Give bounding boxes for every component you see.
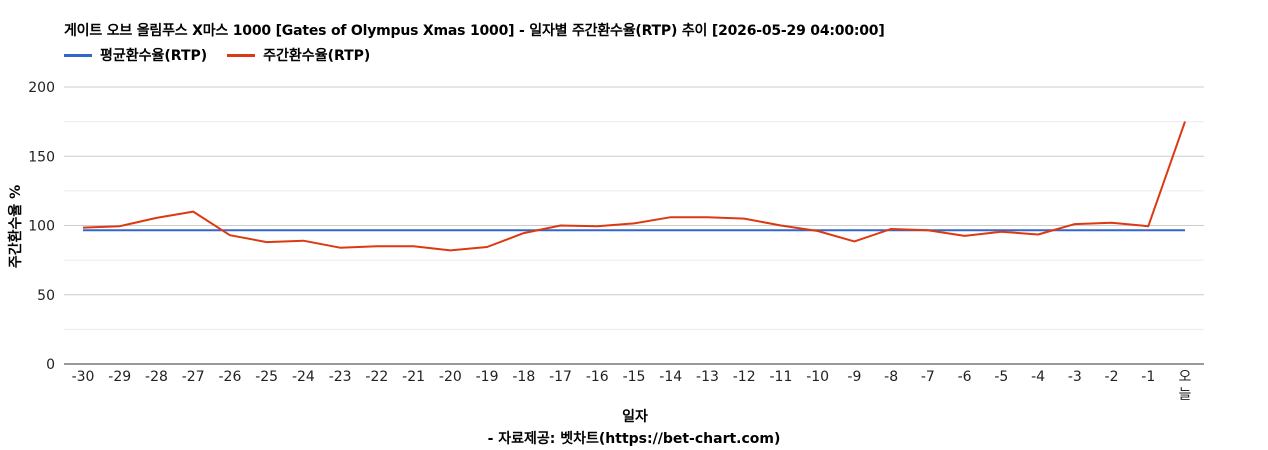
x-tick-label: -4 xyxy=(1031,369,1045,385)
x-tick-label: -13 xyxy=(696,369,719,385)
chart-title: 게이트 오브 올림푸스 X마스 1000 [Gates of Olympus X… xyxy=(64,23,885,39)
y-tick-label: 100 xyxy=(28,219,55,235)
legend-label-weekly: 주간환수율(RTP) xyxy=(263,48,371,64)
x-tick-label: 오 xyxy=(1179,369,1192,385)
x-tick-label: -6 xyxy=(958,369,972,385)
x-tick-label: -11 xyxy=(769,369,792,385)
x-tick-label: -21 xyxy=(402,369,425,385)
x-tick-label: -10 xyxy=(806,369,829,385)
x-tick-label: 늘 xyxy=(1179,387,1192,403)
x-tick-label: -8 xyxy=(884,369,898,385)
legend-swatch-average xyxy=(64,53,92,57)
x-tick-label: -16 xyxy=(586,369,609,385)
x-tick-label: -2 xyxy=(1105,369,1119,385)
legend: 평균환수율(RTP) 주간환수율(RTP) xyxy=(64,45,390,65)
legend-swatch-weekly xyxy=(227,53,256,57)
source-note: - 자료제공: 벳차트(https://bet-chart.com) xyxy=(487,431,781,447)
x-tick-label: -22 xyxy=(365,369,388,385)
x-tick-label: -1 xyxy=(1141,369,1155,385)
x-tick-label: -26 xyxy=(218,369,241,385)
x-tick-label: -14 xyxy=(659,369,682,385)
x-axis-title: 일자 xyxy=(622,409,648,425)
legend-item-average[interactable]: 평균환수율(RTP) xyxy=(64,45,207,65)
x-tick-label: -23 xyxy=(329,369,352,385)
y-tick-label: 0 xyxy=(46,357,55,373)
legend-item-weekly[interactable]: 주간환수율(RTP) xyxy=(227,45,370,65)
y-tick-label: 200 xyxy=(28,80,55,96)
x-tick-label: -15 xyxy=(623,369,646,385)
legend-label-average: 평균환수율(RTP) xyxy=(100,48,208,64)
x-tick-label: -25 xyxy=(255,369,278,385)
x-tick-label: -9 xyxy=(847,369,861,385)
series-line-weekly xyxy=(82,121,1186,252)
x-tick-label: -20 xyxy=(439,369,462,385)
x-tick-label: -17 xyxy=(549,369,572,385)
x-tick-label: -28 xyxy=(145,369,168,385)
y-tick-label: 50 xyxy=(37,288,55,304)
x-tick-label: -29 xyxy=(108,369,131,385)
x-tick-label: -7 xyxy=(921,369,935,385)
x-tick-label: -19 xyxy=(476,369,499,385)
x-tick-label: -24 xyxy=(292,369,315,385)
x-tick-label: -5 xyxy=(994,369,1008,385)
x-tick-label: -18 xyxy=(512,369,535,385)
y-tick-label: 150 xyxy=(28,149,55,165)
y-axis-title: 주간환수율 % xyxy=(7,185,24,268)
x-tick-label: -27 xyxy=(182,369,205,385)
x-tick-label: -30 xyxy=(72,369,95,385)
x-tick-label: -3 xyxy=(1068,369,1082,385)
x-tick-label: -12 xyxy=(733,369,756,385)
